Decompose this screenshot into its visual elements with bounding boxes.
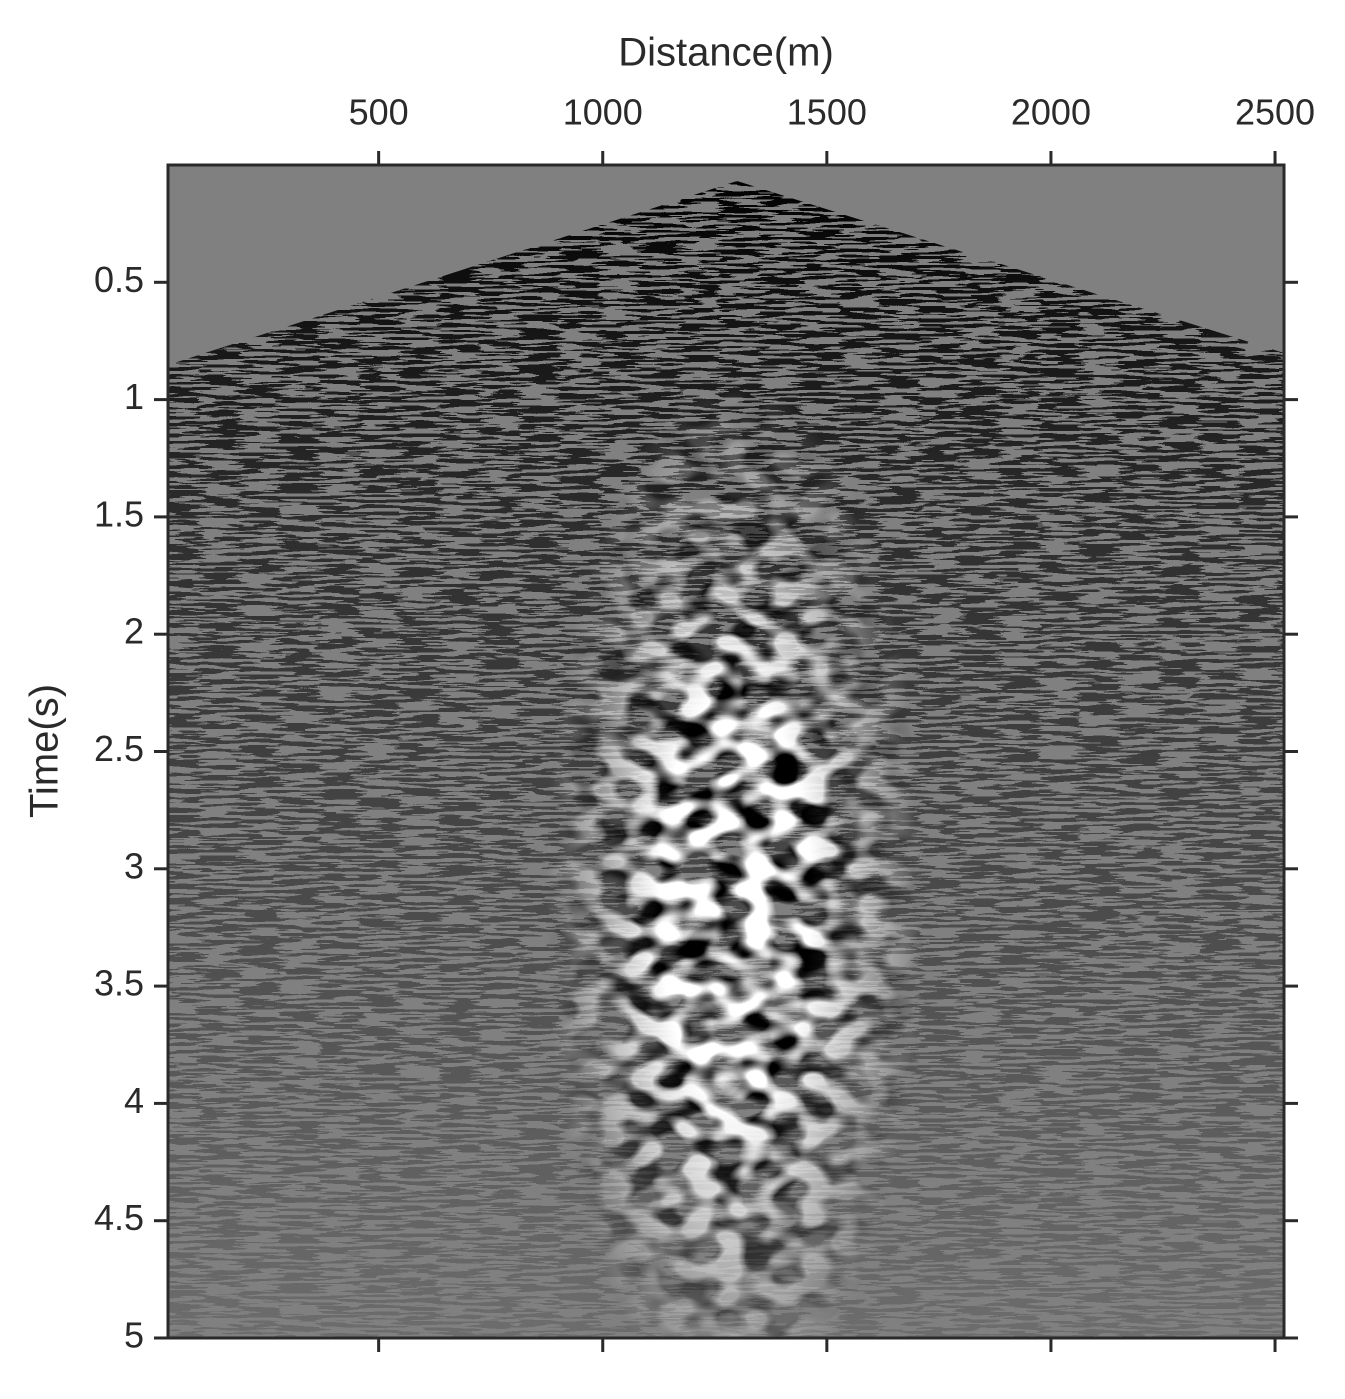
x-tick-label: 1000 (563, 92, 643, 133)
y-tick-label: 2 (124, 611, 144, 652)
plot-image (168, 165, 1284, 1338)
y-tick-label: 2.5 (94, 728, 144, 769)
x-tick-label: 1500 (787, 92, 867, 133)
x-tick-label: 2000 (1011, 92, 1091, 133)
y-tick-label: 5 (124, 1315, 144, 1356)
y-tick-label: 1.5 (94, 493, 144, 534)
y-tick-label: 1 (124, 376, 144, 417)
x-tick-label: 500 (349, 92, 409, 133)
x-tick-label: 2500 (1235, 92, 1315, 133)
y-tick-label: 4.5 (94, 1197, 144, 1238)
y-tick-label: 0.5 (94, 259, 144, 300)
y-axis-label: Time(s) (23, 684, 67, 818)
y-tick-label: 4 (124, 1080, 144, 1121)
y-tick-label: 3.5 (94, 963, 144, 1004)
x-axis-label: Distance(m) (618, 31, 834, 75)
y-tick-label: 3 (124, 845, 144, 886)
